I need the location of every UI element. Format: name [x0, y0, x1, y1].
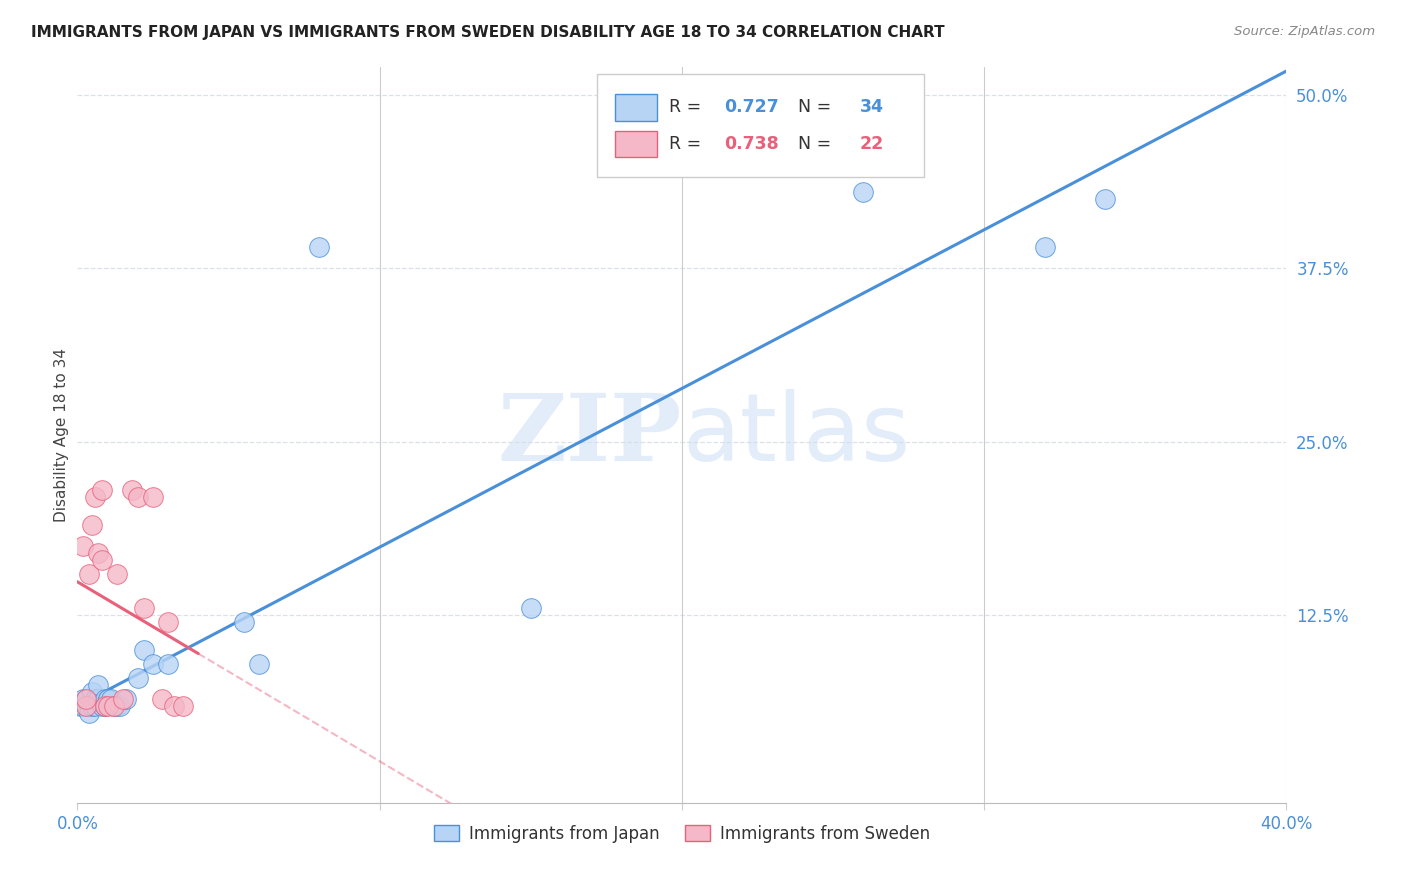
Point	[96, 691, 118, 706]
Point	[75, 691, 97, 706]
Point	[103, 698, 125, 713]
Point	[100, 691, 122, 706]
Point	[79, 706, 101, 720]
Text: 34: 34	[859, 98, 883, 116]
Point	[79, 566, 101, 581]
Point	[520, 601, 543, 615]
Text: Source: ZipAtlas.com: Source: ZipAtlas.com	[1234, 25, 1375, 38]
Point	[232, 615, 254, 630]
Point	[111, 691, 134, 706]
Point	[132, 601, 155, 615]
Point	[90, 698, 112, 713]
Point	[105, 566, 128, 581]
Point	[142, 657, 165, 671]
Point	[142, 491, 165, 505]
Point	[308, 240, 330, 254]
Point	[105, 698, 128, 713]
Text: atlas: atlas	[682, 389, 910, 481]
FancyBboxPatch shape	[598, 74, 924, 178]
Point	[127, 671, 149, 685]
Point	[93, 698, 115, 713]
Text: 0.738: 0.738	[724, 136, 779, 153]
Point	[103, 698, 125, 713]
Point	[163, 698, 186, 713]
Point	[127, 491, 149, 505]
Point	[87, 691, 110, 706]
Point	[69, 698, 91, 713]
Point	[247, 657, 270, 671]
Point	[82, 518, 104, 533]
Point	[93, 691, 115, 706]
Text: N =: N =	[787, 136, 837, 153]
Point	[84, 491, 107, 505]
Text: IMMIGRANTS FROM JAPAN VS IMMIGRANTS FROM SWEDEN DISABILITY AGE 18 TO 34 CORRELAT: IMMIGRANTS FROM JAPAN VS IMMIGRANTS FROM…	[31, 25, 945, 40]
Y-axis label: Disability Age 18 to 34: Disability Age 18 to 34	[53, 348, 69, 522]
Point	[1094, 192, 1116, 206]
Point	[82, 698, 104, 713]
Text: N =: N =	[787, 98, 837, 116]
Point	[114, 691, 136, 706]
Point	[82, 684, 104, 698]
Point	[75, 698, 97, 713]
Point	[157, 657, 180, 671]
Text: 0.727: 0.727	[724, 98, 779, 116]
FancyBboxPatch shape	[616, 95, 657, 120]
Point	[75, 691, 97, 706]
Text: ZIP: ZIP	[498, 390, 682, 480]
Point	[157, 615, 180, 630]
Point	[84, 698, 107, 713]
Point	[150, 691, 173, 706]
Point	[72, 691, 94, 706]
Point	[72, 698, 94, 713]
Point	[132, 643, 155, 657]
Point	[93, 698, 115, 713]
FancyBboxPatch shape	[616, 131, 657, 157]
Point	[96, 698, 118, 713]
Point	[108, 698, 131, 713]
Point	[84, 691, 107, 706]
Point	[1033, 240, 1056, 254]
Text: R =: R =	[669, 136, 706, 153]
Point	[852, 185, 875, 199]
Point	[87, 678, 110, 692]
Point	[75, 698, 97, 713]
Text: R =: R =	[669, 98, 706, 116]
Point	[96, 691, 118, 706]
Legend: Immigrants from Japan, Immigrants from Sweden: Immigrants from Japan, Immigrants from S…	[427, 818, 936, 850]
Point	[172, 698, 194, 713]
Point	[79, 698, 101, 713]
Point	[87, 546, 110, 560]
Text: 22: 22	[859, 136, 884, 153]
Point	[121, 483, 143, 498]
Point	[90, 553, 112, 567]
Point	[72, 539, 94, 553]
Point	[90, 483, 112, 498]
